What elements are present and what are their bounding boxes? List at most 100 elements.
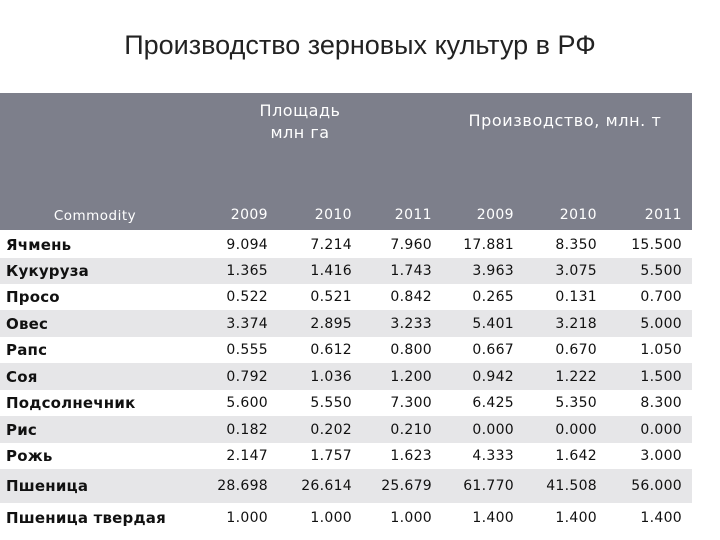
production-cell: 5.500 (640, 263, 682, 279)
production-cell: 1.222 (555, 368, 597, 385)
table-row: Рапс 0.555 0.612 0.800 0.667 0.670 1.050 (0, 337, 692, 363)
year-header-area-2010: 2010 (314, 207, 352, 223)
area-cell: 7.300 (390, 395, 432, 411)
production-cell: 41.508 (546, 478, 597, 494)
production-cell: 3.000 (640, 448, 682, 464)
commodity-column-header: Commodity (53, 208, 137, 224)
area-cell: 0.800 (390, 342, 432, 358)
area-cell: 1.036 (310, 368, 352, 385)
page-title: Производство зерновых культур в РФ (124, 30, 596, 60)
table-row: Пшеница 28.698 26.614 25.679 61.770 41.508 56.… (0, 469, 692, 503)
production-column-group-title: Производство, млн. т (468, 111, 662, 130)
area-cell: 1.000 (310, 510, 352, 526)
table-row: Соя 0.792 1.036 1.200 0.942 1.222 1.500 (0, 363, 692, 390)
production-cell: 1.400 (472, 510, 514, 526)
production-cell: 0.000 (555, 421, 597, 438)
table-row: Пшеница твердая 1.000 1.000 1.000 1.400 1.400… (0, 503, 692, 533)
area-cell: 1.757 (310, 448, 352, 464)
area-cell: 0.182 (226, 421, 268, 438)
area-cell: 2.895 (310, 315, 352, 332)
production-cell: 5.350 (555, 395, 597, 411)
year-header-area-2009: 2009 (230, 207, 268, 223)
table-row: Кукуруза 1.365 1.416 1.743 3.963 3.075 5.500 (0, 258, 692, 284)
area-cell: 0.521 (310, 289, 352, 305)
production-cell: 0.131 (555, 289, 597, 305)
commodity-name: Соя (6, 367, 38, 386)
year-header-area-2011: 2011 (394, 207, 432, 223)
area-cell: 1.365 (226, 263, 268, 279)
table-row: Овес 3.374 2.895 3.233 5.401 3.218 5.000 (0, 310, 692, 337)
area-cell: 1.416 (310, 263, 352, 279)
production-cell: 5.000 (640, 315, 682, 332)
production-cell: 0.700 (640, 289, 682, 305)
area-cell: 26.614 (301, 478, 352, 494)
area-cell: 0.202 (310, 421, 352, 438)
area-column-group-title: Площадь млн га (240, 100, 360, 144)
area-cell: 25.679 (381, 478, 432, 494)
year-header-production-2009: 2009 (476, 207, 514, 223)
area-cell: 1.623 (390, 448, 432, 464)
production-cell: 0.000 (472, 421, 514, 438)
commodity-name: Подсолнечник (6, 394, 136, 412)
area-cell: 0.792 (226, 368, 268, 385)
production-cell: 0.667 (472, 342, 514, 358)
area-cell: 9.094 (226, 236, 268, 253)
production-cell: 8.350 (555, 236, 597, 253)
area-cell: 0.522 (226, 289, 268, 305)
production-cell: 1.050 (640, 342, 682, 358)
production-cell: 0.942 (472, 368, 514, 385)
commodity-name: Кукуруза (6, 262, 89, 280)
commodity-name: Рожь (6, 447, 53, 465)
production-cell: 1.400 (555, 510, 597, 526)
commodity-name: Просо (6, 288, 60, 306)
area-cell: 7.960 (390, 236, 432, 253)
commodity-name: Рапс (6, 341, 48, 359)
production-cell: 4.333 (472, 448, 514, 464)
table-row: Подсолнечник 5.600 5.550 7.300 6.425 5.350 8.3… (0, 390, 692, 416)
production-cell: 0.670 (555, 342, 597, 358)
area-cell: 3.374 (226, 315, 268, 332)
area-cell: 0.612 (310, 342, 352, 358)
area-cell: 0.842 (390, 289, 432, 305)
production-cell: 0.000 (640, 421, 682, 438)
production-cell: 1.400 (640, 510, 682, 526)
production-cell: 56.000 (631, 478, 682, 494)
table-header-band (0, 93, 692, 230)
production-cell: 15.500 (631, 236, 682, 253)
production-cell: 17.881 (463, 236, 514, 253)
table-row: Просо 0.522 0.521 0.842 0.265 0.131 0.700 (0, 284, 692, 310)
production-cell: 6.425 (472, 395, 514, 411)
production-cell: 1.500 (640, 368, 682, 385)
production-cell: 8.300 (640, 395, 682, 411)
commodity-name: Рис (6, 420, 37, 439)
production-cell: 3.963 (472, 263, 514, 279)
table-row: Рис 0.182 0.202 0.210 0.000 0.000 0.000 (0, 416, 692, 443)
area-title-line2: млн га (270, 123, 330, 142)
area-cell: 5.600 (226, 395, 268, 411)
area-cell: 28.698 (217, 478, 268, 494)
year-header-production-2011: 2011 (644, 207, 682, 223)
table-row: Рожь 2.147 1.757 1.623 4.333 1.642 3.000 (0, 443, 692, 469)
table-row: Ячмень 9.094 7.214 7.960 17.881 8.350 15.500 (0, 231, 692, 258)
production-cell: 3.218 (555, 315, 597, 332)
production-cell: 61.770 (463, 478, 514, 494)
commodity-name: Пшеница (6, 477, 89, 495)
area-cell: 1.000 (226, 510, 268, 526)
year-header-production-2010: 2010 (559, 207, 597, 223)
area-cell: 7.214 (310, 236, 352, 253)
area-cell: 5.550 (310, 395, 352, 411)
production-cell: 5.401 (472, 315, 514, 332)
area-title-line1: Площадь (259, 101, 341, 120)
production-cell: 3.075 (555, 263, 597, 279)
area-cell: 1.743 (390, 263, 432, 279)
production-cell: 1.642 (555, 448, 597, 464)
area-cell: 0.210 (390, 421, 432, 438)
production-cell: 0.265 (472, 289, 514, 305)
commodity-name: Овес (6, 314, 49, 333)
area-cell: 0.555 (226, 342, 268, 358)
area-cell: 1.200 (390, 368, 432, 385)
area-cell: 3.233 (390, 315, 432, 332)
area-cell: 2.147 (226, 448, 268, 464)
area-cell: 1.000 (390, 510, 432, 526)
commodity-name: Пшеница твердая (6, 509, 166, 527)
